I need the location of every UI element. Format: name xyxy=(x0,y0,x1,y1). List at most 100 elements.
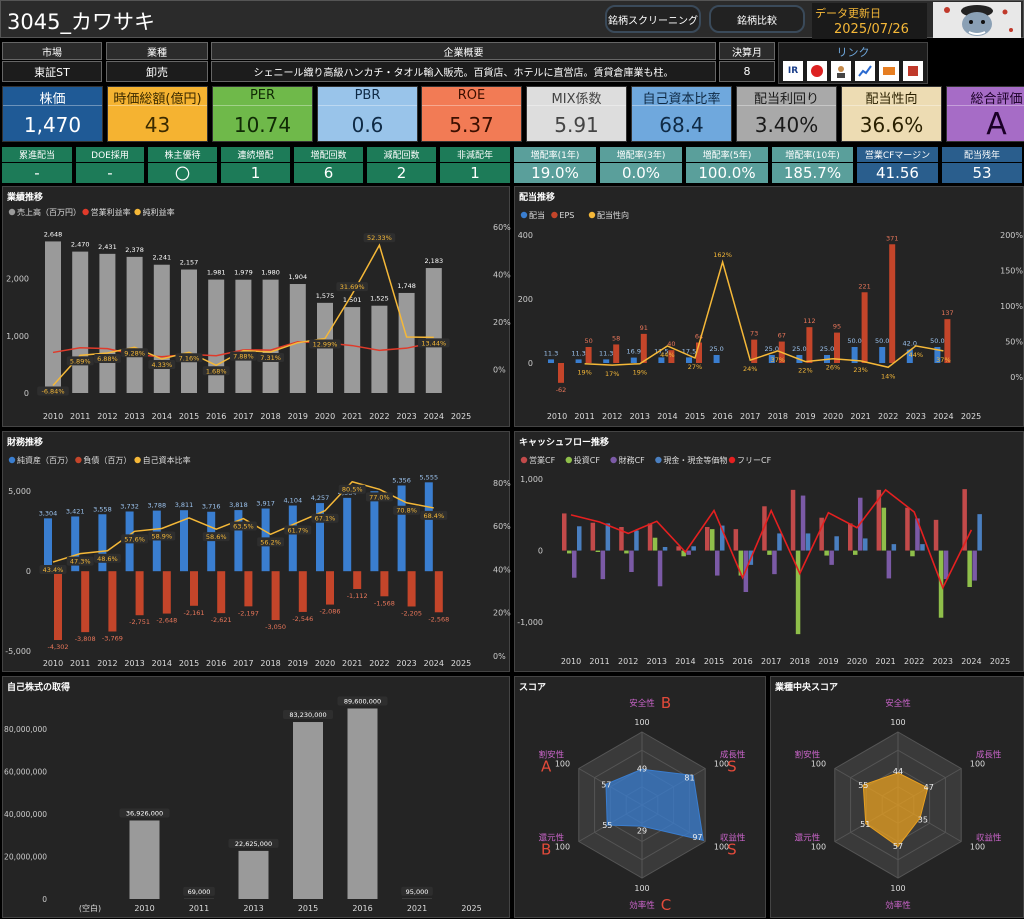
financing-cf-bar xyxy=(629,551,634,572)
liabilities-label: -4,302 xyxy=(48,643,69,651)
irbank-link-icon[interactable]: IR xyxy=(783,61,803,81)
indicator-card: 増配率(3年)0.0% xyxy=(600,147,682,183)
financing-cf-bar xyxy=(686,551,691,555)
kpi-value: 10.74 xyxy=(213,108,312,141)
revenue-bar xyxy=(154,265,170,393)
chart-link-icon[interactable] xyxy=(855,61,875,81)
x-tick-label: 2021 xyxy=(850,412,870,421)
screening-button[interactable]: 銘柄スクリーニング xyxy=(605,5,701,33)
kpi-value: A xyxy=(947,108,1024,141)
eps-bar xyxy=(613,344,619,363)
liabilities-bar xyxy=(435,571,443,612)
eps-value-label: 137 xyxy=(941,309,953,317)
radar-value-label: 57 xyxy=(601,780,611,789)
kabutan-link-icon[interactable] xyxy=(807,61,827,81)
person-link-icon[interactable] xyxy=(831,61,851,81)
y-tick-label: 0 xyxy=(528,359,533,368)
y2-tick-label: 200% xyxy=(1000,231,1023,240)
radar-grade-label: A xyxy=(541,758,552,776)
x-tick-label: (空白) xyxy=(79,903,101,913)
dividend-bar xyxy=(603,359,609,363)
y-tick-label: 0 xyxy=(26,567,31,576)
radar-grade-label: B xyxy=(661,694,671,712)
net-margin-label: 13.44% xyxy=(421,339,446,347)
x-tick-label: 2019 xyxy=(795,412,815,421)
x-tick-label: 2015 xyxy=(298,904,318,913)
y2-tick-label: 50% xyxy=(1005,338,1023,347)
compare-button[interactable]: 銘柄比較 xyxy=(709,5,805,33)
x-tick-label: 2012 xyxy=(618,657,638,666)
yutai-link-icon[interactable] xyxy=(903,61,923,81)
dividend-bar xyxy=(548,359,554,363)
x-tick-label: 2023 xyxy=(933,657,953,666)
y-tick-label: 0 xyxy=(538,547,543,556)
radar-value-label: 51 xyxy=(860,820,870,829)
y-tick-label: 60,000,000 xyxy=(4,767,47,776)
operating-cf-bar xyxy=(734,529,739,550)
financing-cf-bar xyxy=(772,551,777,575)
x-tick-label: 2023 xyxy=(906,412,926,421)
investing-cf-bar xyxy=(767,551,772,555)
x-tick-label: 2021 xyxy=(407,904,427,913)
dividend-value-label: 25.0 xyxy=(709,345,723,353)
dividend-bar xyxy=(714,355,720,363)
cash-bar xyxy=(606,523,611,550)
net-margin-label: 7.88% xyxy=(233,353,254,361)
liabilities-bar xyxy=(81,571,89,632)
radar-value-label: 35 xyxy=(918,815,928,824)
dividend-bar xyxy=(631,358,637,363)
liabilities-bar xyxy=(108,571,116,631)
liabilities-label: -3,769 xyxy=(102,635,123,643)
dividend-value-label: 11.3 xyxy=(571,349,585,357)
revenue-bar xyxy=(344,307,360,393)
industry-label: 業種 xyxy=(106,42,208,60)
liabilities-bar xyxy=(244,571,252,606)
eps-bar xyxy=(586,347,592,363)
equity-ratio-label: 48.6% xyxy=(97,555,118,563)
radar-axis-label: 還元性 xyxy=(795,833,821,844)
radar-max-label: 100 xyxy=(970,760,985,769)
legend-marker xyxy=(566,457,572,463)
eps-value-label: 58 xyxy=(612,334,620,342)
x-tick-label: 2020 xyxy=(847,657,867,666)
indicator-label: DOE採用 xyxy=(76,147,144,162)
liabilities-bar xyxy=(380,571,388,596)
eps-bar xyxy=(806,327,812,363)
payout-ratio-label: 14% xyxy=(881,372,895,380)
indicator-value: 53 xyxy=(942,163,1022,183)
revenue-value-label: 1,575 xyxy=(316,292,335,300)
liabilities-label: -2,161 xyxy=(184,609,205,617)
kpi-value: 3.40% xyxy=(737,108,836,141)
y2-tick-label: 0% xyxy=(493,365,506,374)
eps-value-label: -62 xyxy=(556,386,567,394)
radar-value-label: 49 xyxy=(637,764,647,773)
equity-ratio-label: 47.3% xyxy=(70,558,91,566)
radar-value-label: 44 xyxy=(893,767,903,776)
legend-marker xyxy=(82,209,88,215)
y2-tick-label: 0% xyxy=(1010,373,1023,382)
indicator-value: 185.7% xyxy=(772,163,853,183)
net-margin-label: 7.16% xyxy=(179,354,200,362)
x-tick-label: 2014 xyxy=(657,412,677,421)
x-tick-label: 2020 xyxy=(823,412,843,421)
net-assets-label: 3,788 xyxy=(147,502,166,510)
liabilities-label: -3,808 xyxy=(75,635,96,643)
revenue-value-label: 2,431 xyxy=(98,243,117,251)
liabilities-label: -2,751 xyxy=(129,618,150,626)
payout-ratio-label: 22% xyxy=(798,367,812,375)
payout-ratio-label: 44% xyxy=(909,351,923,359)
minkabu-link-icon[interactable] xyxy=(879,61,899,81)
x-tick-label: 2019 xyxy=(288,659,308,668)
x-tick-label: 2010 xyxy=(547,412,567,421)
operating-cf-bar xyxy=(705,527,710,551)
revenue-value-label: 2,241 xyxy=(152,254,171,262)
kpi-label: 配当性向 xyxy=(842,88,941,106)
indicator-card: 増配率(10年)185.7% xyxy=(772,147,853,183)
liabilities-bar xyxy=(326,571,334,604)
equity-ratio-label: 56.2% xyxy=(260,538,281,546)
